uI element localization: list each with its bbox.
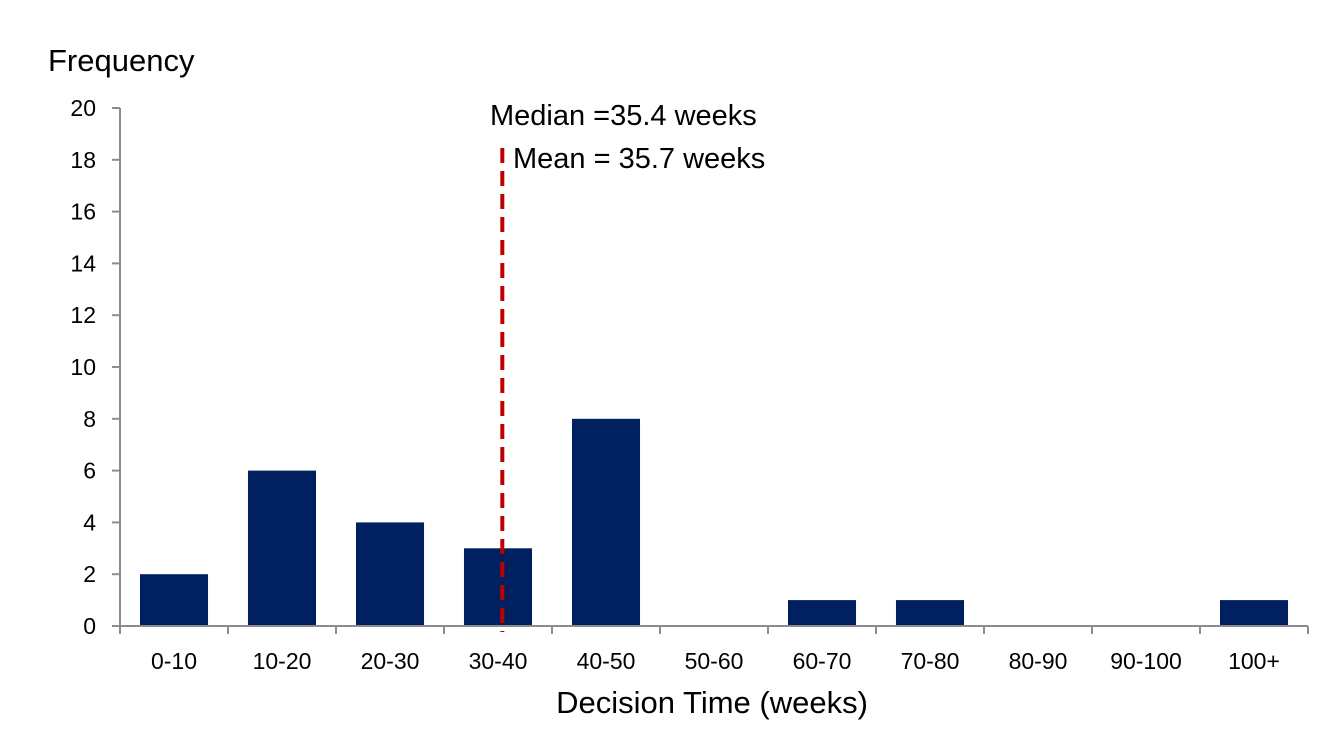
y-tick-label: 16 <box>70 199 96 225</box>
bar-10-20 <box>247 470 317 626</box>
x-tick-label: 40-50 <box>577 648 636 674</box>
bars <box>139 418 1289 626</box>
median-annotation: Median =35.4 weeks <box>490 100 757 132</box>
x-axis-ticks: 0-10 10-20 20-30 30-40 40-50 50-60 60-70 70-80 8… <box>119 626 1309 674</box>
bar-0-10 <box>139 574 209 626</box>
bar-70-80 <box>895 600 965 626</box>
x-axis-title: Decision Time (weeks) <box>556 685 868 720</box>
bar-40-50 <box>571 418 641 626</box>
x-tick-label: 100+ <box>1228 648 1280 674</box>
y-tick-label: 0 <box>83 613 96 639</box>
y-tick-label: 14 <box>70 250 96 276</box>
x-tick-label: 20-30 <box>361 648 420 674</box>
y-tick-label: 10 <box>70 354 96 380</box>
y-tick-label: 8 <box>83 406 96 432</box>
bar-20-30 <box>355 522 425 626</box>
y-tick-label: 2 <box>83 561 96 587</box>
y-tick-label: 20 <box>70 95 96 121</box>
x-tick-label: 60-70 <box>793 648 852 674</box>
y-tick-label: 12 <box>70 302 96 328</box>
x-tick-label: 30-40 <box>469 648 528 674</box>
y-axis-ticks: 0 2 4 6 8 10 12 14 16 18 20 <box>70 95 120 639</box>
y-tick-label: 4 <box>83 509 96 535</box>
x-tick-label: 0-10 <box>151 648 197 674</box>
x-tick-label: 90-100 <box>1110 648 1182 674</box>
x-tick-label: 80-90 <box>1009 648 1068 674</box>
bar-60-70 <box>787 600 857 626</box>
y-axis-title: Frequency <box>48 43 195 78</box>
y-tick-label: 18 <box>70 147 96 173</box>
x-tick-label: 10-20 <box>253 648 312 674</box>
bar-30-40 <box>463 548 533 626</box>
x-tick-label: 50-60 <box>685 648 744 674</box>
y-tick-label: 6 <box>83 458 96 484</box>
bar-100+ <box>1219 600 1289 626</box>
mean-annotation: Mean = 35.7 weeks <box>513 143 765 175</box>
x-tick-label: 70-80 <box>901 648 960 674</box>
